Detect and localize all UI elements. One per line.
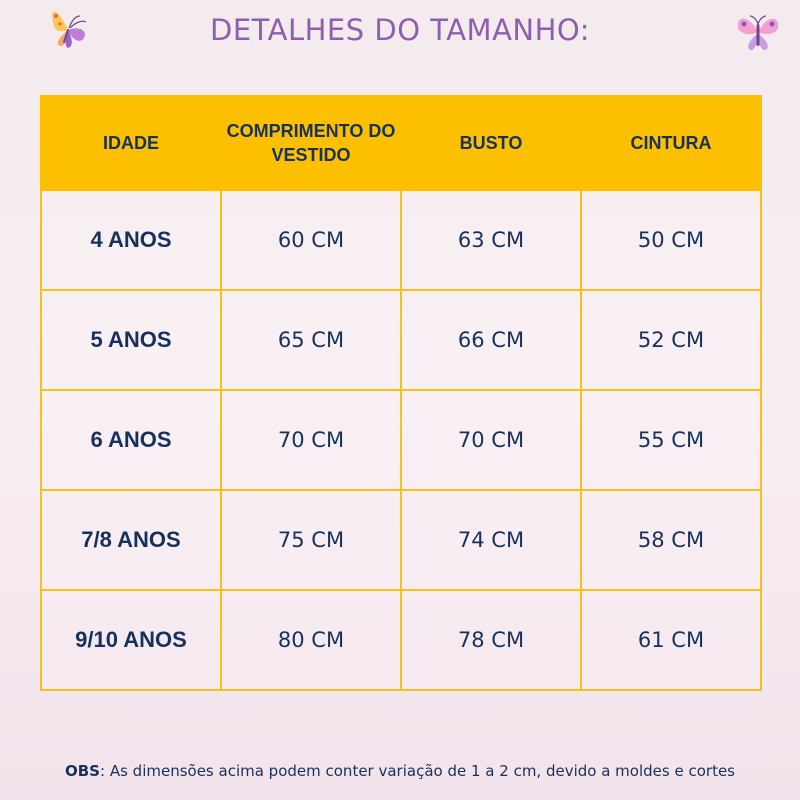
length-cell: 65 CM	[220, 289, 402, 391]
table-header-row: IDADE COMPRIMENTO DO VESTIDO BUSTO CINTU…	[40, 95, 762, 191]
page-title: DETALHES DO TAMANHO:	[210, 13, 590, 47]
length-cell: 70 CM	[220, 389, 402, 491]
header-busto: BUSTO	[400, 95, 582, 191]
header-comprimento: COMPRIMENTO DO VESTIDO	[220, 95, 402, 191]
butterfly-icon	[52, 11, 87, 48]
waist-cell: 58 CM	[580, 489, 762, 591]
length-cell: 80 CM	[220, 589, 402, 691]
footnote-text: : As dimensões acima podem conter variaç…	[100, 762, 735, 780]
table-row: 5 ANOS 65 CM 66 CM 52 CM	[40, 289, 762, 391]
table-row: 6 ANOS 70 CM 70 CM 55 CM	[40, 389, 762, 491]
bust-cell: 66 CM	[400, 289, 582, 391]
age-cell: 9/10 ANOS	[40, 589, 222, 691]
table-row: 9/10 ANOS 80 CM 78 CM 61 CM	[40, 589, 762, 691]
header-cintura: CINTURA	[580, 95, 762, 191]
waist-cell: 52 CM	[580, 289, 762, 391]
bust-cell: 70 CM	[400, 389, 582, 491]
age-cell: 5 ANOS	[40, 289, 222, 391]
bust-cell: 74 CM	[400, 489, 582, 591]
age-cell: 7/8 ANOS	[40, 489, 222, 591]
header-idade: IDADE	[40, 95, 222, 191]
butterfly-icon	[737, 15, 779, 50]
size-table: IDADE COMPRIMENTO DO VESTIDO BUSTO CINTU…	[40, 95, 762, 691]
bust-cell: 63 CM	[400, 189, 582, 291]
table-row: 4 ANOS 60 CM 63 CM 50 CM	[40, 189, 762, 291]
waist-cell: 61 CM	[580, 589, 762, 691]
length-cell: 75 CM	[220, 489, 402, 591]
waist-cell: 55 CM	[580, 389, 762, 491]
table-row: 7/8 ANOS 75 CM 74 CM 58 CM	[40, 489, 762, 591]
footnote-label: OBS	[65, 762, 100, 780]
age-cell: 4 ANOS	[40, 189, 222, 291]
length-cell: 60 CM	[220, 189, 402, 291]
footnote: OBS: As dimensões acima podem conter var…	[0, 762, 800, 780]
age-cell: 6 ANOS	[40, 389, 222, 491]
waist-cell: 50 CM	[580, 189, 762, 291]
bust-cell: 78 CM	[400, 589, 582, 691]
